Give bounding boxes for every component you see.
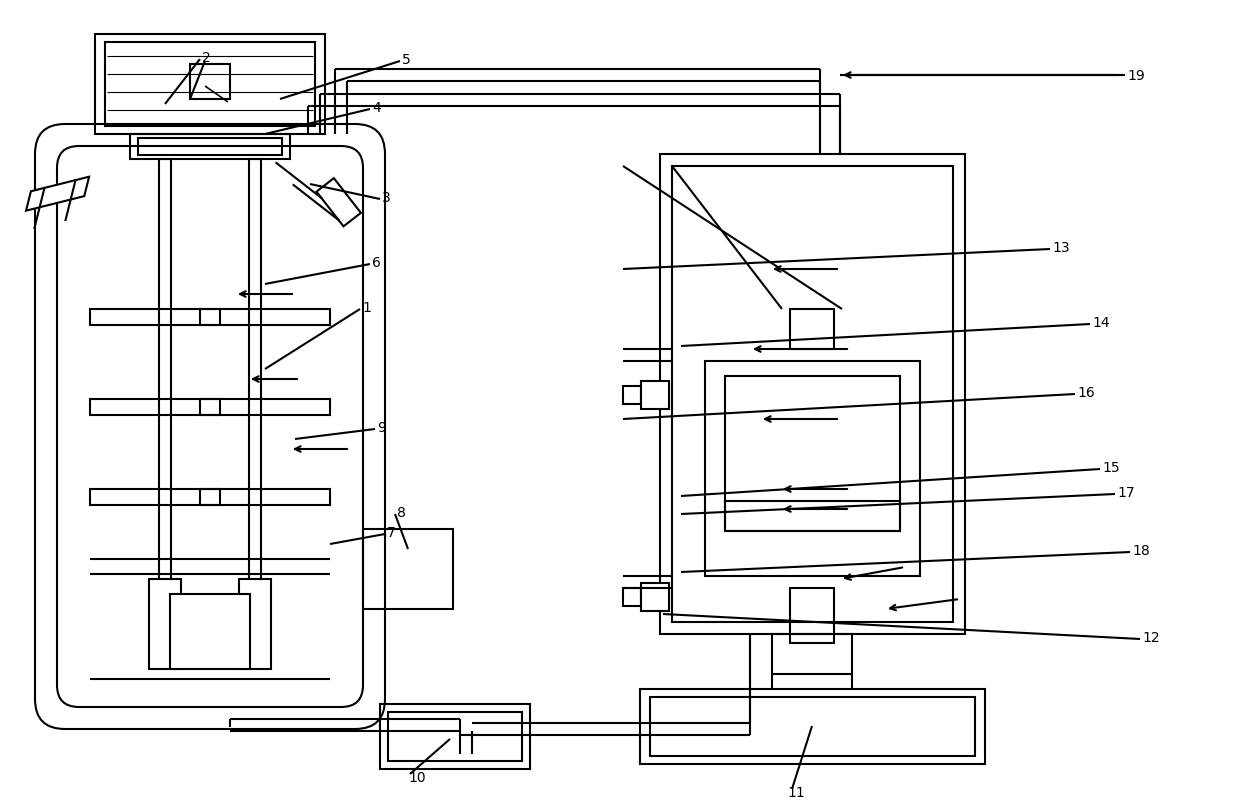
Text: 10: 10 xyxy=(408,770,425,784)
Bar xyxy=(725,376,900,531)
Bar xyxy=(622,387,641,405)
Bar xyxy=(200,400,219,415)
Bar xyxy=(170,594,250,669)
Text: 13: 13 xyxy=(1052,241,1070,255)
Text: 11: 11 xyxy=(787,785,805,799)
Bar xyxy=(200,310,219,325)
Text: 2: 2 xyxy=(202,51,211,65)
Bar xyxy=(379,704,529,769)
Bar xyxy=(363,530,453,609)
Text: 19: 19 xyxy=(1127,69,1145,83)
Text: 1: 1 xyxy=(362,301,371,315)
Text: 8: 8 xyxy=(397,505,405,519)
Text: 7: 7 xyxy=(387,526,396,539)
Text: 3: 3 xyxy=(382,191,391,204)
Bar xyxy=(149,579,181,669)
Bar xyxy=(200,489,219,505)
Bar xyxy=(790,310,835,350)
Bar xyxy=(249,160,260,654)
Bar xyxy=(91,400,330,415)
Bar xyxy=(706,362,920,577)
Text: 15: 15 xyxy=(1102,461,1120,474)
Bar xyxy=(641,381,670,410)
Bar xyxy=(130,135,290,160)
Bar xyxy=(190,65,229,100)
Text: 18: 18 xyxy=(1132,543,1149,557)
Bar xyxy=(725,501,900,531)
Bar xyxy=(91,489,330,505)
Bar xyxy=(773,634,852,674)
Text: 16: 16 xyxy=(1078,385,1095,400)
Bar xyxy=(672,167,954,622)
Bar xyxy=(105,43,315,127)
Text: 17: 17 xyxy=(1117,486,1135,500)
Bar xyxy=(650,697,975,756)
Bar xyxy=(91,310,330,325)
Polygon shape xyxy=(316,179,361,227)
Text: 9: 9 xyxy=(377,420,386,435)
Bar xyxy=(660,155,965,634)
Text: 5: 5 xyxy=(402,53,410,67)
Text: 4: 4 xyxy=(372,101,381,115)
Bar xyxy=(641,583,670,611)
Text: 14: 14 xyxy=(1092,315,1110,329)
Text: 6: 6 xyxy=(372,255,381,270)
Bar xyxy=(95,35,325,135)
Bar xyxy=(640,689,985,764)
Bar xyxy=(622,588,641,607)
Bar xyxy=(388,712,522,761)
Bar xyxy=(159,160,171,654)
Bar xyxy=(138,139,281,156)
Bar xyxy=(239,579,272,669)
Bar xyxy=(790,588,835,643)
Polygon shape xyxy=(26,178,89,212)
Text: 12: 12 xyxy=(1142,630,1159,644)
